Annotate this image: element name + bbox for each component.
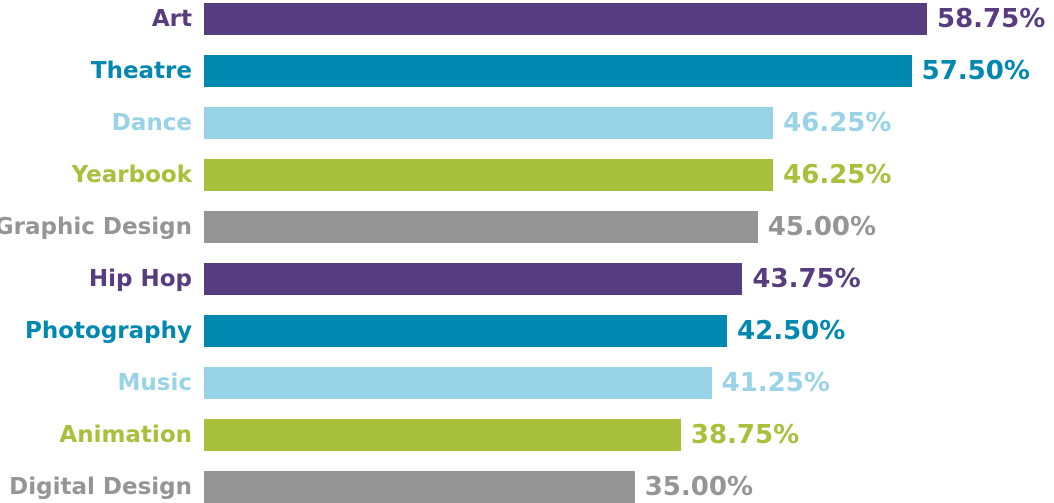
bar — [204, 419, 681, 451]
bar — [204, 471, 635, 503]
bar-row: Dance 46.25% — [0, 107, 1054, 139]
bar-row: Hip Hop 43.75% — [0, 263, 1054, 295]
bar-row: Animation 38.75% — [0, 419, 1054, 451]
category-label: Photography — [25, 318, 192, 344]
category-label: Animation — [59, 422, 192, 448]
bar — [204, 55, 912, 87]
category-label: Graphic Design — [0, 214, 192, 240]
bar — [204, 315, 728, 347]
bar — [204, 211, 758, 243]
value-label: 57.50% — [921, 56, 1030, 86]
bar-row: Music 41.25% — [0, 367, 1054, 399]
value-label: 38.75% — [690, 420, 800, 450]
bar — [204, 367, 712, 399]
value-label: 35.00% — [644, 472, 754, 502]
value-label: 46.25% — [783, 160, 892, 190]
bar-row: Art 58.75% — [0, 3, 1054, 35]
value-label: 58.75% — [937, 4, 1046, 34]
bar-row: Digital Design 35.00% — [0, 471, 1054, 503]
category-label: Music — [117, 370, 192, 396]
category-label: Yearbook — [71, 162, 192, 188]
bar — [204, 263, 743, 295]
value-label: 46.25% — [783, 108, 892, 138]
category-label: Dance — [111, 110, 192, 136]
bar — [204, 107, 774, 139]
category-label: Theatre — [90, 58, 192, 84]
bar — [204, 3, 927, 35]
category-label: Hip Hop — [88, 266, 192, 292]
value-label: 41.25% — [721, 368, 830, 398]
bar-row: Photography 42.50% — [0, 315, 1054, 347]
bar-row: Yearbook 46.25% — [0, 159, 1054, 191]
bar-row: Theatre 57.50% — [0, 55, 1054, 87]
category-label: Digital Design — [9, 474, 192, 500]
bar — [204, 159, 774, 191]
category-label: Art — [151, 6, 192, 32]
value-label: 43.75% — [752, 264, 861, 294]
bar-row: Graphic Design 45.00% — [0, 211, 1054, 243]
value-label: 42.50% — [737, 316, 846, 346]
value-label: 45.00% — [767, 212, 877, 242]
